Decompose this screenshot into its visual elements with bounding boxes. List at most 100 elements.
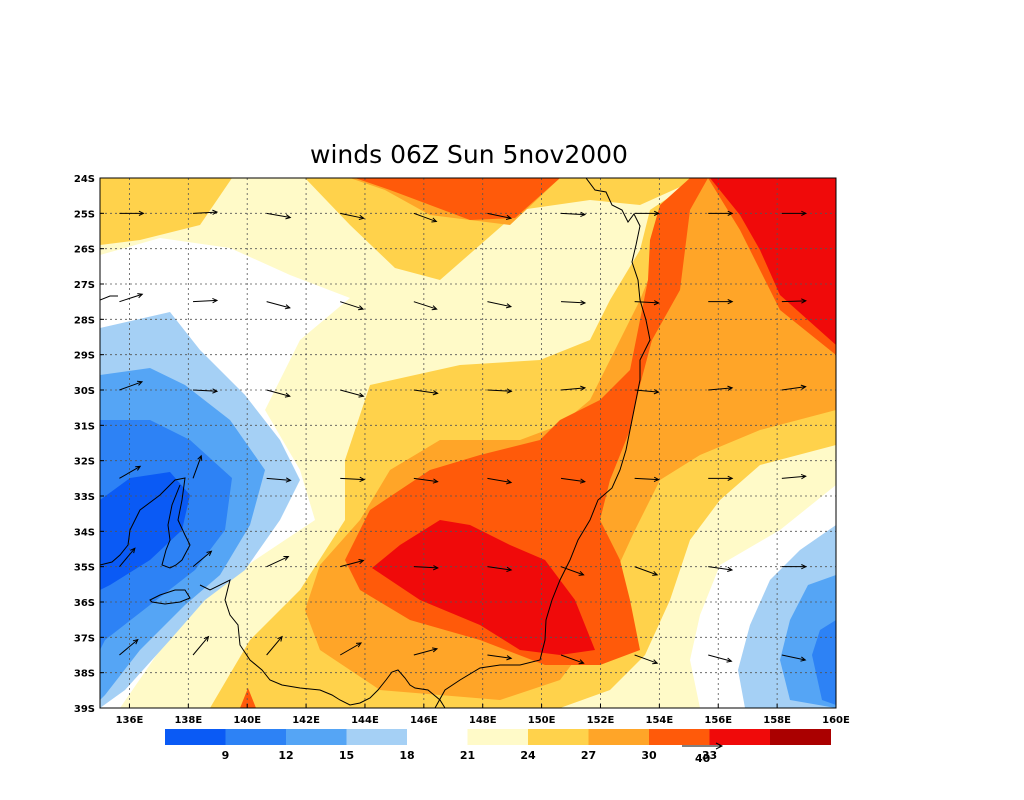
colorbar-label: 9 [222, 749, 230, 762]
wind-vector [193, 211, 218, 214]
wind-vector [413, 477, 438, 483]
grid-lines [100, 178, 836, 708]
lon-tick-label: 160E [822, 715, 850, 726]
coastline [100, 178, 651, 708]
band-30-33-top [355, 178, 560, 220]
lon-tick-label: 152E [587, 715, 615, 726]
page-title: winds 06Z Sun 5nov2000 [310, 140, 628, 169]
wind-vector [634, 301, 659, 304]
lon-tick-label: 136E [116, 715, 144, 726]
colorbar-label: 24 [520, 749, 536, 762]
wind-vector [413, 212, 437, 223]
colorbar-label: 33 [702, 749, 717, 762]
lat-axis: 24S 25S 26S 27S 28S 29S 30S 31S 32S 33S 34S 35S 36S 3… [74, 174, 104, 715]
colorbar-swatch [165, 729, 226, 745]
wind-vector [413, 648, 438, 656]
wind-vector [192, 550, 212, 568]
wind-vector [781, 386, 806, 391]
wind-vector [266, 556, 289, 568]
wind-vector [634, 566, 658, 576]
band-24-27-top-left [100, 178, 232, 245]
wind-vector [560, 477, 585, 483]
wind-vector [340, 559, 364, 568]
wind-vector [708, 566, 733, 571]
wind-vector [339, 642, 362, 656]
band-24-27-top-mid [305, 178, 700, 280]
lat-tick-label: 31S [74, 421, 95, 432]
wind-vector [708, 654, 732, 662]
wind-vector [487, 477, 512, 483]
lat-tick-label: 28S [74, 315, 95, 326]
lat-tick-label: 29S [74, 351, 95, 362]
wind-vector [266, 389, 290, 397]
lat-tick-label: 37S [74, 633, 95, 644]
lon-tick-label: 142E [292, 715, 320, 726]
wind-vector [340, 477, 365, 481]
wind-vector [781, 475, 806, 479]
colorbar-label: 15 [339, 749, 354, 762]
colorbar-swatch [225, 729, 287, 745]
lat-tick-label: 25S [74, 209, 95, 220]
lon-tick-label: 148E [469, 715, 497, 726]
wind-vector [781, 300, 806, 303]
wind-vector [413, 566, 438, 569]
lat-tick-label: 26S [74, 245, 95, 256]
colorbar-swatch [286, 729, 347, 745]
band-33-36-center [372, 520, 595, 655]
wind-vector [266, 212, 291, 218]
lon-tick-label: 154E [646, 715, 674, 726]
wind-vector [119, 639, 139, 656]
lat-tick-label: 33S [74, 492, 95, 503]
wind-vector [561, 212, 586, 216]
lat-tick-label: 36S [74, 598, 95, 609]
colorbar-swatch [649, 729, 710, 745]
wind-vector [487, 301, 512, 308]
colorbar-swatch [770, 729, 831, 745]
colorbar-swatch [709, 729, 771, 745]
lat-tick-label: 32S [74, 457, 95, 468]
wind-vector [634, 477, 659, 481]
colorbar: 9 12 15 18 21 24 27 30 33 [165, 729, 831, 762]
wind-vector [119, 381, 143, 391]
band-27-30-spot [240, 688, 256, 708]
wind-vector [340, 389, 364, 397]
wind-vector [192, 455, 202, 479]
wind-vector [560, 654, 584, 664]
reference-vector: 40 [682, 742, 724, 765]
wind-vector [119, 547, 136, 567]
lat-tick-label: 35S [74, 563, 95, 574]
colorbar-swatch [467, 729, 529, 745]
lon-tick-label: 156E [704, 715, 732, 726]
wind-vector [413, 389, 438, 394]
wind-vector [781, 654, 806, 661]
wind-vector [119, 293, 143, 303]
wind-vector [340, 301, 364, 310]
lon-tick-label: 144E [351, 715, 379, 726]
wind-vector [192, 636, 209, 656]
wind-vector [266, 301, 290, 309]
colorbar-label: 18 [399, 749, 414, 762]
colorbar-swatch [528, 729, 589, 745]
lon-tick-label: 146E [410, 715, 438, 726]
wind-vector [413, 301, 437, 310]
wind-vector [634, 389, 659, 393]
wind-vector [487, 654, 512, 659]
reference-vector-label: 40 [695, 752, 711, 765]
colorbar-swatch [407, 729, 468, 745]
wind-vector [561, 301, 586, 304]
wind-vector [487, 389, 512, 392]
contour-fill [100, 178, 836, 708]
lat-tick-label: 38S [74, 669, 95, 680]
lon-tick-label: 150E [528, 715, 556, 726]
wind-vector [193, 389, 218, 392]
wind-vector [119, 465, 141, 479]
plot-frame [99, 177, 837, 709]
lon-axis: 136E 138E 140E 142E 144E 146E 148E 150E 152E 154E… [116, 704, 850, 726]
colorbar-label: 27 [581, 749, 596, 762]
wind-vector [266, 477, 291, 481]
lon-tick-label: 138E [174, 715, 202, 726]
band-33-36-top-right [710, 178, 836, 345]
wind-vectors [119, 209, 807, 665]
lon-tick-label: 140E [233, 715, 261, 726]
